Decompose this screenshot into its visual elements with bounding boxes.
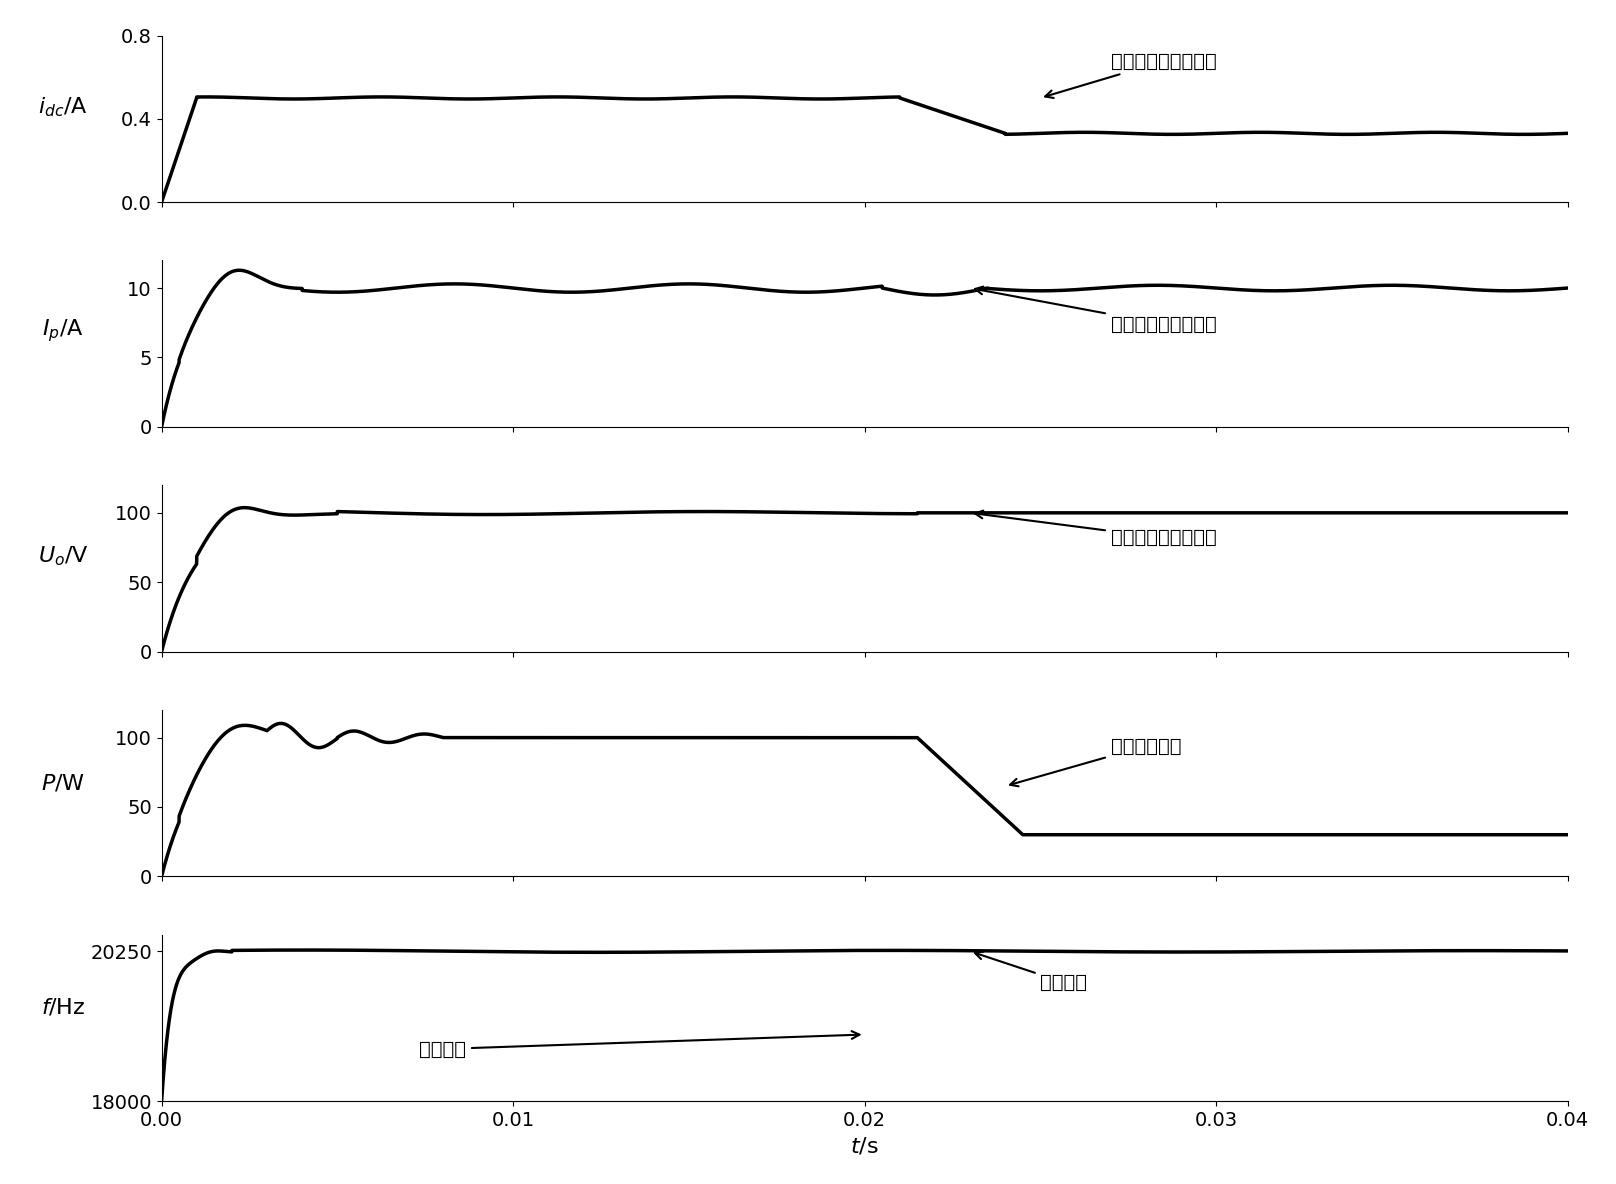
Text: 系统输出功率: 系统输出功率 — [1010, 736, 1181, 786]
Text: 负载输出电压平均値: 负载输出电压平均値 — [974, 510, 1217, 547]
Y-axis label: $f$/Hz: $f$/Hz — [40, 997, 86, 1018]
Y-axis label: $U_o$/V: $U_o$/V — [37, 545, 89, 568]
Y-axis label: $I_p$/A: $I_p$/A — [42, 317, 84, 343]
Text: 负载切换: 负载切换 — [419, 1031, 860, 1058]
Y-axis label: $i_{dc}$/A: $i_{dc}$/A — [39, 95, 87, 118]
Text: 系统输入电流平均値: 系统输入电流平均値 — [1046, 52, 1217, 98]
Text: 原边谐振电流有效値: 原边谐振电流有效値 — [974, 287, 1217, 334]
X-axis label: $t$/s: $t$/s — [850, 1135, 879, 1157]
Text: 工作频率: 工作频率 — [974, 952, 1088, 992]
Y-axis label: $P$/W: $P$/W — [40, 772, 86, 793]
